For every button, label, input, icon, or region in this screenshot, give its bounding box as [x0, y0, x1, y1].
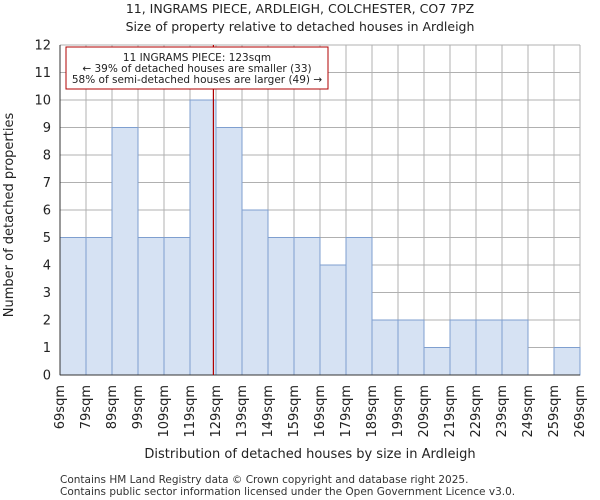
bar	[293, 237, 321, 376]
x-tick-label: 239sqm	[495, 385, 510, 438]
bar	[111, 127, 139, 376]
annotation-line-2: ← 39% of detached houses are smaller (33…	[82, 63, 311, 75]
x-tick-label: 99sqm	[131, 385, 146, 429]
y-tick-label: 4	[43, 259, 51, 274]
y-axis-label: Number of detached properties	[2, 113, 17, 318]
bar	[397, 319, 425, 376]
annotation-box: 11 INGRAMS PIECE: 123sqm ← 39% of detach…	[65, 46, 329, 90]
bar	[189, 99, 217, 376]
x-tick-label: 119sqm	[183, 385, 198, 438]
x-tick-label: 219sqm	[443, 385, 458, 438]
y-tick-label: 9	[43, 121, 51, 136]
x-tick-labels: 69sqm 79sqm 89sqm 99sqm 109sqm 119sqm 129sqm 13…	[53, 385, 588, 438]
x-tick-label: 189sqm	[365, 385, 380, 438]
annotation-box-frame	[65, 46, 329, 90]
bar	[501, 319, 529, 376]
bar	[267, 237, 295, 376]
x-tick-label: 139sqm	[235, 385, 250, 438]
bar	[475, 319, 503, 376]
footer-line-2: Contains public sector information licen…	[60, 486, 515, 498]
y-tick-label: 6	[43, 204, 51, 219]
bar	[215, 127, 243, 376]
bar	[319, 264, 347, 376]
bar	[59, 237, 87, 376]
x-tick-label: 179sqm	[339, 385, 354, 438]
x-tick-label: 149sqm	[261, 385, 276, 438]
y-tick-label: 8	[43, 149, 51, 164]
y-tick-label: 5	[43, 231, 51, 246]
x-tick-label: 129sqm	[209, 385, 224, 438]
bar	[553, 347, 581, 376]
chart-title-line-1: 11, INGRAMS PIECE, ARDLEIGH, COLCHESTER,…	[126, 1, 474, 16]
y-tick-label: 7	[43, 176, 51, 191]
x-tick-label: 109sqm	[157, 385, 172, 438]
bar	[137, 237, 165, 376]
bars	[59, 99, 581, 376]
bar	[371, 319, 399, 376]
x-tick-label: 69sqm	[53, 385, 68, 429]
x-tick-label: 229sqm	[469, 385, 484, 438]
x-tick-label: 89sqm	[105, 385, 120, 429]
bar	[345, 237, 373, 376]
x-tick-label: 259sqm	[547, 385, 562, 438]
x-tick-label: 169sqm	[313, 385, 328, 438]
annotation-line-3: 58% of semi-detached houses are larger (…	[72, 74, 323, 86]
y-tick-label: 2	[43, 314, 51, 329]
bar	[163, 237, 191, 376]
bar	[423, 347, 451, 376]
annotation-line-1: 11 INGRAMS PIECE: 123sqm	[123, 52, 271, 64]
y-tick-label: 1	[43, 341, 51, 356]
footer-line-1: Contains HM Land Registry data © Crown c…	[60, 474, 468, 486]
x-tick-label: 79sqm	[79, 385, 94, 429]
y-tick-label: 3	[43, 286, 51, 301]
x-tick-label: 199sqm	[391, 385, 406, 438]
y-tick-label: 0	[43, 369, 51, 384]
x-tick-label: 209sqm	[417, 385, 432, 438]
y-tick-label: 12	[34, 39, 51, 54]
x-tick-label: 249sqm	[521, 385, 536, 438]
bar	[241, 209, 269, 376]
x-tick-label: 269sqm	[573, 385, 588, 438]
x-tick-label: 159sqm	[287, 385, 302, 438]
y-tick-label: 11	[34, 66, 51, 81]
bar	[85, 237, 113, 376]
bar	[449, 319, 477, 376]
y-tick-label: 10	[34, 94, 51, 109]
chart-title-line-2: Size of property relative to detached ho…	[126, 19, 475, 34]
x-axis-label: Distribution of detached houses by size …	[144, 447, 475, 462]
